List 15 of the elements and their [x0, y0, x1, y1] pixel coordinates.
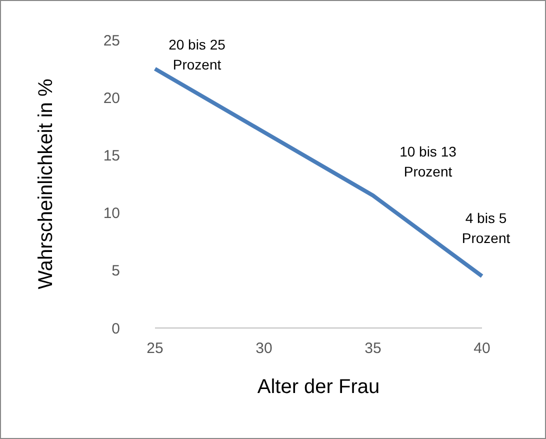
annotation: 10 bis 13 Prozent [400, 143, 457, 180]
x-tick-label: 40 [474, 340, 490, 357]
x-tick-label: 30 [256, 340, 272, 357]
y-tick-label: 25 [103, 32, 120, 50]
y-tick-label: 5 [112, 262, 120, 280]
x-tick-label: 25 [146, 340, 164, 357]
y-axis-title: Wahrscheinlichkeit in % [35, 78, 57, 290]
annotation: 20 bis 25 Prozent [168, 36, 226, 73]
y-tick-label: 20 [103, 90, 120, 107]
y-tick-label: 10 [103, 205, 120, 222]
x-axis-title: Alter der Frau [257, 376, 380, 398]
y-tick-label: 0 [112, 320, 120, 338]
x-tick-label: 35 [364, 340, 382, 357]
annotation: 4 bis 5 Prozent [462, 210, 510, 246]
y-tick-label: 15 [103, 147, 120, 164]
